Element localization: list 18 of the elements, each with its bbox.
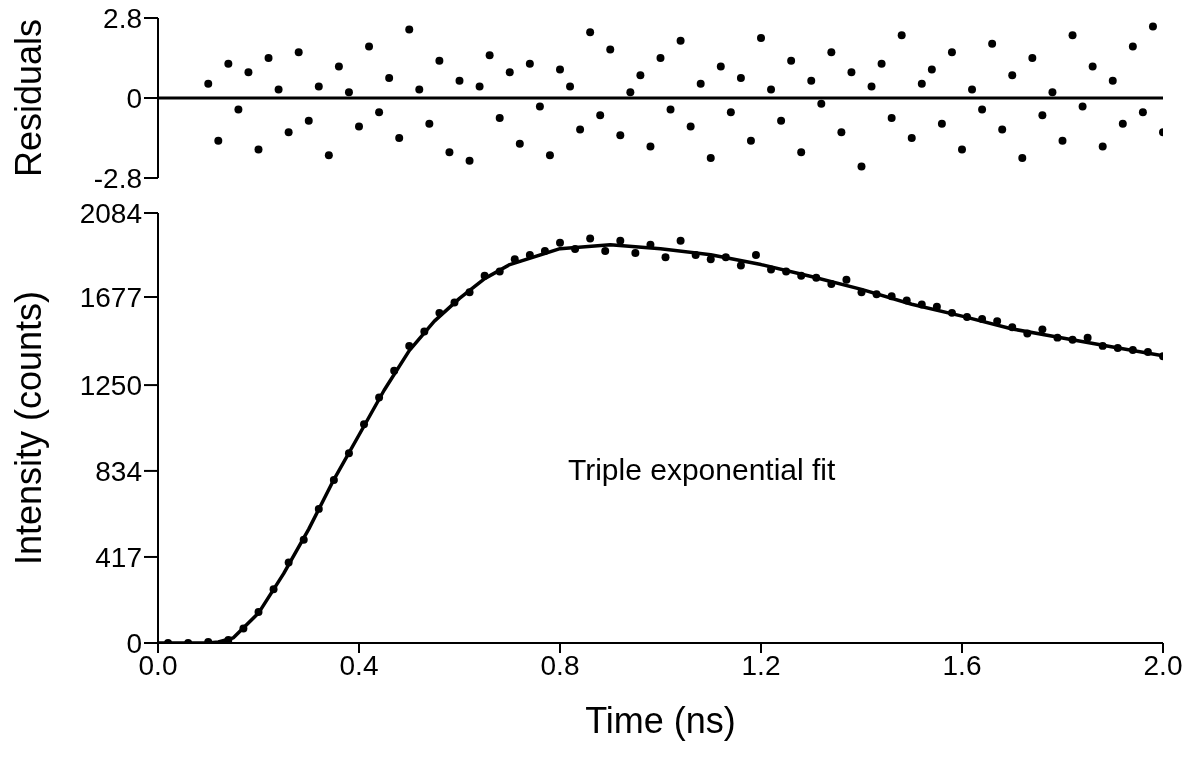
y-tick-label: 2084 (79, 197, 142, 229)
y-tick-label: 834 (95, 455, 142, 487)
annotation: Triple exponential fit (568, 453, 836, 487)
y-tick-label: 417 (95, 541, 142, 573)
y-axis-title: Residuals (7, 18, 49, 178)
y-tick-label: 2.8 (103, 2, 142, 34)
x-tick-label: 0.4 (339, 649, 379, 681)
x-tick-label: 0.8 (540, 649, 580, 681)
y-tick-label: -2.8 (93, 162, 142, 194)
y-tick-label: 0 (126, 627, 142, 659)
y-tick-label: 1677 (79, 281, 142, 313)
y-tick-label: 1250 (79, 370, 142, 402)
x-tick-label: 1.6 (942, 649, 982, 681)
y-axis-title: Intensity (counts) (7, 290, 49, 566)
x-tick-label: 1.2 (741, 649, 781, 681)
x-tick-label: 2.0 (1143, 649, 1183, 681)
x-axis-title: Time (ns) (585, 700, 736, 741)
y-tick-label: 0 (126, 82, 142, 114)
